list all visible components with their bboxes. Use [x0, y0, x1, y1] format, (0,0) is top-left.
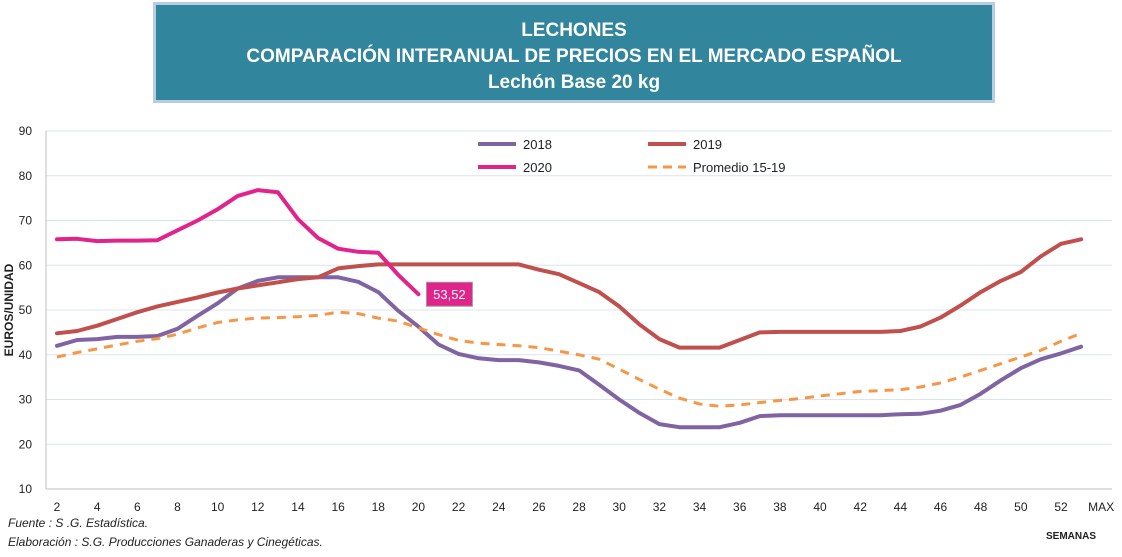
- y-tick-label: 80: [19, 169, 33, 183]
- x-tick-label: 26: [532, 500, 546, 514]
- x-tick-label: MAX: [1088, 500, 1114, 514]
- y-tick-label: 30: [19, 393, 33, 407]
- value-callout-box: [425, 281, 473, 307]
- y-tick-label: 70: [19, 214, 33, 228]
- x-tick-label: 28: [572, 500, 586, 514]
- series-line-2020: [55, 188, 421, 297]
- x-tick-label: 16: [331, 500, 345, 514]
- x-tick-label: 2: [54, 500, 61, 514]
- series-line-2019: [55, 237, 1084, 350]
- x-tick-label: 18: [372, 500, 386, 514]
- legend-label: 2018: [523, 137, 552, 152]
- series-line-promedio-15-19: [56, 310, 1082, 408]
- x-tick-label: 34: [693, 500, 707, 514]
- y-tick-label: 60: [19, 258, 33, 272]
- title-line-3: Lechón Base 20 kg: [487, 72, 661, 93]
- y-tick-label: 10: [19, 482, 33, 496]
- x-tick-label: 12: [251, 500, 265, 514]
- y-axis-title: EUROS/UNIDAD: [2, 263, 16, 356]
- y-tick-label: 90: [19, 124, 33, 138]
- title-line-1: LECHONES: [521, 20, 627, 41]
- x-tick-label: 32: [653, 500, 667, 514]
- x-tick-label: 24: [492, 500, 506, 514]
- elaboration-note: Elaboración : S.G. Producciones Ganadera…: [8, 535, 323, 549]
- series-line-2018: [55, 275, 1084, 430]
- x-tick-label: 14: [291, 500, 305, 514]
- title-line-2: COMPARACIÓN INTERANUAL DE PRECIOS EN EL …: [246, 46, 902, 67]
- x-tick-label: 48: [974, 500, 988, 514]
- x-tick-label: 6: [134, 500, 141, 514]
- chart-title-box: LECHONES COMPARACIÓN INTERANUAL DE PRECI…: [153, 2, 995, 103]
- y-tick-label: 20: [19, 437, 33, 451]
- x-tick-label: 52: [1054, 500, 1068, 514]
- legend-label: 2019: [693, 137, 722, 152]
- x-tick-label: 36: [733, 500, 747, 514]
- source-note: Fuente : S .G. Estadística.: [8, 516, 149, 530]
- legend-label: Promedio 15-19: [693, 160, 786, 175]
- x-tick-label: 4: [94, 500, 101, 514]
- x-axis-title: SEMANAS: [1045, 531, 1096, 542]
- x-tick-label: 44: [894, 500, 908, 514]
- legend-label: 2020: [523, 160, 552, 175]
- x-tick-label: 40: [813, 500, 827, 514]
- y-tick-label: 50: [19, 303, 33, 317]
- y-tick-label: 40: [19, 348, 33, 362]
- x-tick-label: 8: [174, 500, 181, 514]
- x-tick-label: 30: [613, 500, 627, 514]
- value-callout-label: 53,52: [433, 287, 466, 302]
- x-tick-label: 20: [412, 500, 426, 514]
- x-tick-label: 50: [1014, 500, 1028, 514]
- x-tick-label: 42: [854, 500, 868, 514]
- x-tick-label: 22: [452, 500, 466, 514]
- x-tick-label: 10: [211, 500, 225, 514]
- x-tick-label: 38: [773, 500, 787, 514]
- x-tick-label: 46: [934, 500, 948, 514]
